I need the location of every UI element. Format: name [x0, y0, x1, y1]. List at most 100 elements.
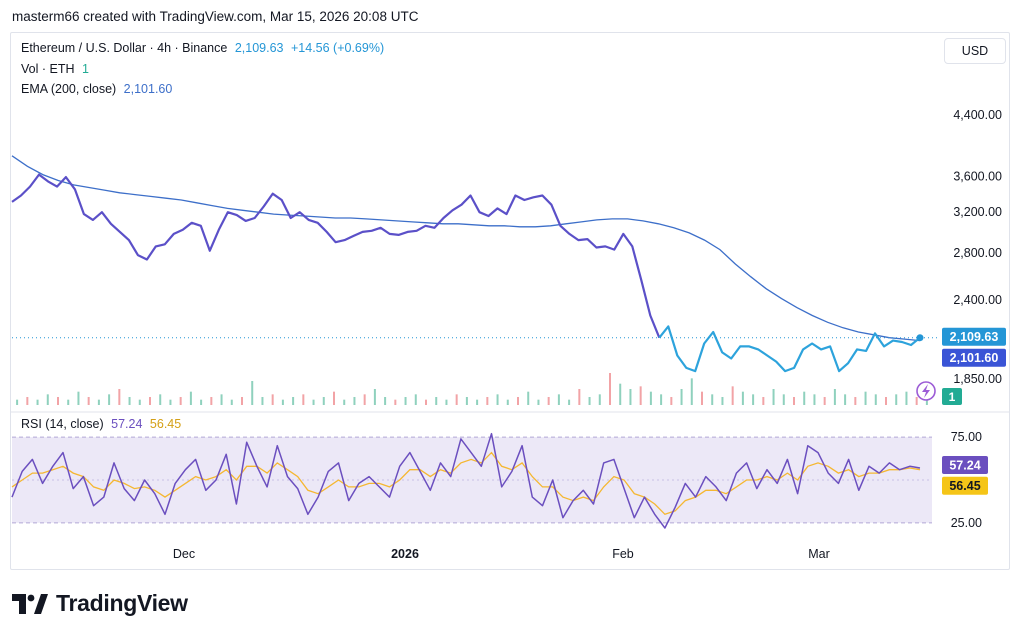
volume-bar — [97, 399, 100, 405]
legend-ema-label[interactable]: EMA (200, close) — [21, 82, 117, 96]
volume-bar — [455, 394, 458, 405]
legend-symbol[interactable]: Ethereum / U.S. Dollar · 4h · Binance — [21, 41, 228, 55]
volume-bar — [895, 394, 898, 405]
volume-bar — [813, 394, 816, 405]
volume-bar — [578, 389, 581, 405]
price-badge-label: 2,109.63 — [950, 330, 999, 344]
legend-volume-row[interactable]: Vol · ETH 1 — [21, 62, 93, 76]
rsi-badge-bg — [942, 456, 988, 474]
volume-bar — [598, 394, 601, 405]
lightning-icon-bolt — [922, 384, 930, 398]
volume-bar — [322, 397, 325, 405]
volume-bar — [609, 373, 611, 405]
volume-bar — [281, 399, 284, 405]
volume-bar — [16, 399, 19, 405]
volume-bar — [619, 383, 622, 405]
price-tick-label: 3,200.00 — [953, 205, 1002, 219]
volume-bar — [241, 397, 243, 405]
volume-bar — [823, 397, 826, 405]
legend-vol-value: 1 — [81, 62, 89, 76]
volume-bar — [854, 397, 857, 405]
volume-bar — [486, 397, 489, 405]
volume-badge: 1 — [942, 388, 962, 405]
volume-bar — [885, 397, 887, 405]
volume-bar — [517, 397, 519, 405]
volume-bar — [496, 394, 499, 405]
volume-bar — [588, 397, 591, 405]
volume-bar — [670, 397, 673, 405]
volume-bar — [108, 394, 111, 405]
price-line — [11, 173, 661, 339]
time-axis-label: Dec — [173, 547, 195, 561]
price-tick-label: 4,400.00 — [953, 108, 1002, 122]
legend-vol-label[interactable]: Vol · ETH — [21, 62, 75, 76]
volume-bar — [629, 389, 632, 405]
volume-bar — [384, 397, 387, 405]
legend-ema-row[interactable]: EMA (200, close) 2,101.60 — [21, 82, 176, 96]
volume-bar — [905, 391, 908, 405]
legend-change: +14.56 (+0.69%) — [290, 41, 385, 55]
volume-bar — [537, 399, 540, 405]
volume-bar — [251, 381, 254, 405]
rsi-badge: 57.24 — [942, 456, 988, 474]
volume-bar — [210, 397, 213, 405]
volume-bar — [363, 394, 366, 405]
volume-bar — [803, 391, 806, 405]
volume-bar — [731, 386, 734, 405]
price-badge-bg — [942, 327, 1006, 346]
volume-bar — [557, 394, 560, 405]
legend-price: 2,109.63 — [234, 41, 284, 55]
volume-bar — [67, 399, 70, 405]
legend-rsi-value: 57.24 — [111, 417, 143, 431]
volume-bar — [864, 391, 867, 405]
volume-bar — [77, 391, 80, 405]
volume-bar — [568, 399, 571, 405]
volume-bar — [476, 399, 479, 405]
legend-ema-value: 2,101.60 — [123, 82, 173, 96]
rsi-line — [11, 432, 921, 529]
currency-button[interactable]: USD — [944, 38, 1006, 64]
volume-bar — [425, 399, 427, 405]
legend-rsi-ma-value: 56.45 — [149, 417, 182, 431]
volume-bar — [762, 397, 765, 405]
ema-badge: 2,101.60 — [942, 348, 1006, 367]
volume-bar — [138, 399, 141, 405]
volume-bar — [404, 397, 407, 405]
volume-bar — [741, 391, 744, 405]
legend-rsi-label[interactable]: RSI (14, close) — [21, 417, 104, 431]
rsi-ma-badge: 56.45 — [942, 476, 988, 495]
lightning-icon[interactable] — [916, 381, 936, 401]
volume-bar — [711, 394, 714, 405]
volume-bar — [292, 397, 295, 405]
volume-bar — [680, 389, 683, 405]
chart-credit: masterm66 created with TradingView.com, … — [12, 9, 419, 24]
volume-bar — [660, 394, 663, 405]
volume-bar — [547, 397, 550, 405]
volume-layer — [16, 373, 928, 405]
rsi-ma-line — [11, 451, 921, 516]
volume-bar — [353, 397, 356, 405]
volume-bar — [844, 394, 847, 405]
volume-bar — [302, 394, 305, 405]
axis-layer: 4,400.00 3,600.00 3,200.00 2,800.00 2,400.00… — [11, 108, 1009, 561]
volume-bar — [833, 389, 836, 405]
volume-bar — [793, 397, 795, 405]
volume-bar — [159, 394, 162, 405]
time-axis-label: 2026 — [391, 547, 419, 561]
volume-bar — [639, 386, 642, 405]
volume-bar — [46, 394, 49, 405]
volume-bar — [915, 397, 918, 405]
volume-bar — [506, 399, 509, 405]
price-tick-label: 2,800.00 — [953, 246, 1002, 260]
legend-symbol-row[interactable]: Ethereum / U.S. Dollar · 4h · Binance 2,… — [21, 41, 388, 55]
volume-bar — [772, 389, 775, 405]
rsi-pane — [11, 432, 932, 529]
volume-bar — [373, 389, 376, 405]
legend-rsi-row[interactable]: RSI (14, close) 57.24 56.45 — [21, 417, 185, 431]
rsi-tick-label: 75.00 — [951, 430, 982, 444]
volume-bar — [200, 399, 203, 405]
volume-bar — [414, 394, 417, 405]
volume-badge-label: 1 — [949, 390, 956, 404]
price-badge: 2,109.63 — [942, 327, 1006, 346]
